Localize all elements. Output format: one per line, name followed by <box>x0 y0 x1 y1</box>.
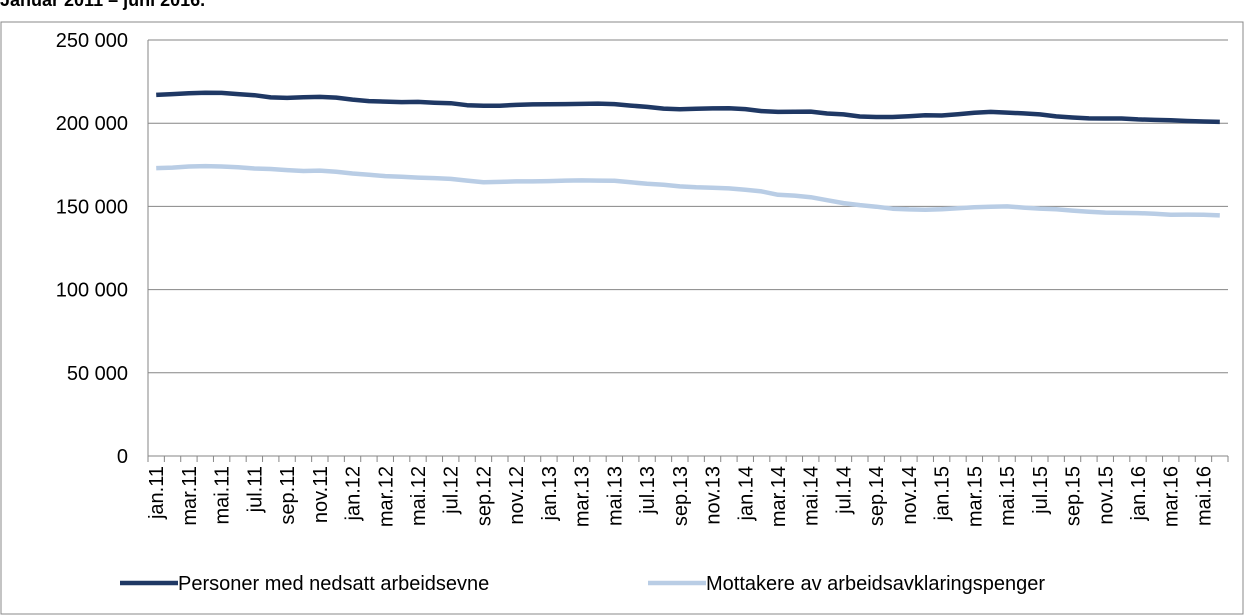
chart-frame <box>0 21 1244 615</box>
y-tick-label: 100 000 <box>56 280 128 302</box>
x-tick-label: nov.13 <box>703 466 725 525</box>
x-tick-label: nov.15 <box>1095 466 1117 525</box>
x-tick-label: sep.12 <box>473 466 495 526</box>
chart-title: Januar 2011 – juni 2016. <box>0 0 205 10</box>
x-tick-label: jan.11 <box>146 466 168 520</box>
x-tick-label: jan.12 <box>343 466 365 522</box>
x-tick-label: nov.14 <box>899 466 921 525</box>
series-line <box>156 90 1220 125</box>
y-tick-label: 150 000 <box>56 196 128 218</box>
x-tick-label: mar.11 <box>179 466 201 526</box>
x-tick-label: mai.15 <box>997 466 1019 526</box>
x-tick-label: jul.13 <box>637 466 659 515</box>
x-tick-label: sep.15 <box>1063 466 1085 526</box>
x-tick-label: jan.14 <box>735 466 757 522</box>
x-tick-label: jan.13 <box>539 466 561 522</box>
x-tick-label: nov.12 <box>506 466 528 525</box>
legend-label: Mottakere av arbeidsavklaringspenger <box>706 573 1045 595</box>
x-tick-label: mai.14 <box>801 466 823 526</box>
x-tick-label: jul.12 <box>441 466 463 515</box>
x-tick-label: nov.11 <box>310 466 332 523</box>
x-tick-label: jul.15 <box>1030 466 1052 515</box>
x-tick-label: mar.16 <box>1161 466 1183 527</box>
x-tick-label: sep.13 <box>670 466 692 526</box>
legend-label: Personer med nedsatt arbeidsevne <box>178 573 489 595</box>
x-tick-label: jul.14 <box>833 466 855 515</box>
y-tick-label: 200 000 <box>56 113 128 135</box>
y-tick-label: 250 000 <box>56 30 128 52</box>
x-tick-label: mar.13 <box>572 466 594 527</box>
x-tick-label: jul.11 <box>244 466 266 513</box>
x-tick-label: jan.15 <box>932 466 954 522</box>
x-tick-label: mai.13 <box>604 466 626 526</box>
x-tick-label: mai.11 <box>212 466 234 525</box>
y-tick-label: 50 000 <box>67 363 128 385</box>
x-tick-label: mai.12 <box>408 466 430 526</box>
x-tick-label: sep.14 <box>866 466 888 526</box>
x-tick-label: sep.11 <box>277 466 299 525</box>
x-tick-label: mar.15 <box>964 466 986 527</box>
y-tick-label: 0 <box>117 446 128 468</box>
x-tick-label: mar.12 <box>375 466 397 527</box>
x-tick-label: mai.16 <box>1193 466 1215 526</box>
x-tick-label: jan.16 <box>1128 466 1150 522</box>
series-line <box>156 163 1220 218</box>
x-tick-label: mar.14 <box>768 466 790 527</box>
